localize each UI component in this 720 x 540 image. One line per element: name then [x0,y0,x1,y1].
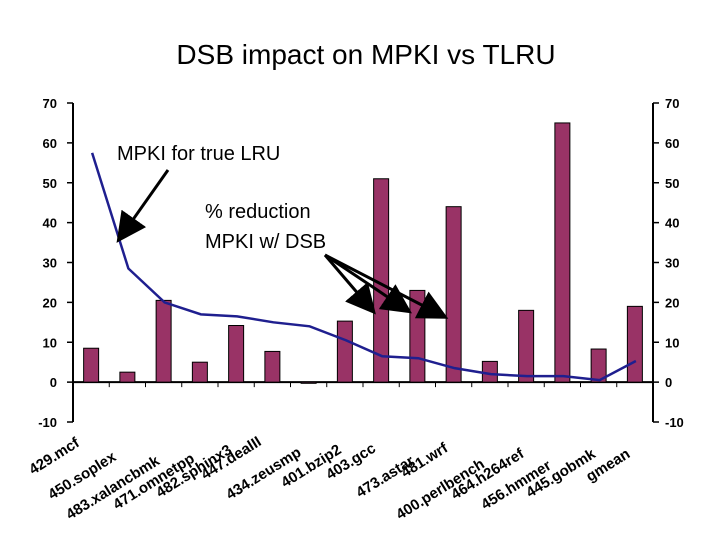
line-series [90,152,637,382]
y-tick-label-right: 70 [665,96,679,111]
y-tick-label-left: 20 [43,295,57,310]
bar-series-annotation-line1: % reduction [205,201,311,223]
y-tick-label-left: 30 [43,256,57,271]
bar [300,381,317,384]
y-tick-label-left: 70 [43,96,57,111]
y-tick-label-left: 40 [43,216,57,231]
annotation-arrow [324,253,412,314]
bar [228,325,245,383]
y-tick-label-left: 10 [43,335,57,350]
y-tick-label-right: -10 [665,415,684,430]
line-series-annotation: MPKI for true LRU [117,143,280,165]
bar [445,206,462,383]
y-tick-label-right: 20 [665,295,679,310]
bar [336,320,353,383]
bar [590,348,607,383]
annotations: MPKI for true LRU % reduction MPKI w/ DS… [116,143,449,319]
y-tick-label-right: 0 [665,375,672,390]
y-tick-label-right: 60 [665,136,679,151]
annotation-arrow [116,169,170,243]
bar-series-annotation-line2: MPKI w/ DSB [205,231,326,253]
bar [264,350,281,383]
y-tick-label-right: 30 [665,256,679,271]
y-tick-label-right: 40 [665,216,679,231]
y-tick-label-right: 50 [665,176,679,191]
bar [554,122,571,383]
bar [191,361,208,383]
bar [518,309,535,383]
y-tick-label-left: -10 [38,415,57,430]
annotation-arrow [323,254,376,315]
bar [119,371,136,383]
annotation-arrow [324,253,449,319]
bar [481,360,498,383]
bar [155,299,172,383]
bar [626,305,643,383]
y-tick-label-left: 0 [50,375,57,390]
chart-title: DSB impact on MPKI vs TLRU [176,39,555,70]
y-tick-label-left: 60 [43,136,57,151]
y-tick-label-right: 10 [665,335,679,350]
y-tick-label-left: 50 [43,176,57,191]
bar [83,347,100,383]
